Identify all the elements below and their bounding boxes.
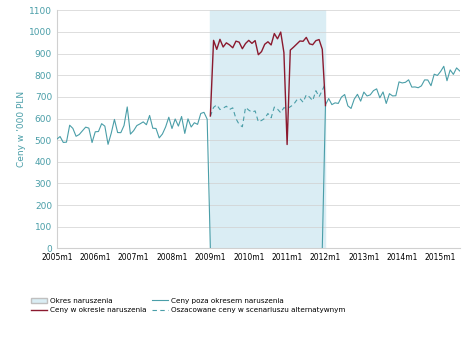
Bar bbox=[210, 10, 326, 248]
Y-axis label: Ceny w ’000 PLN: Ceny w ’000 PLN bbox=[17, 91, 26, 167]
Legend: Okres naruszenia, Ceny w okresie naruszenia, Ceny poza okresem naruszenia, Oszac: Okres naruszenia, Ceny w okresie narusze… bbox=[28, 295, 348, 316]
